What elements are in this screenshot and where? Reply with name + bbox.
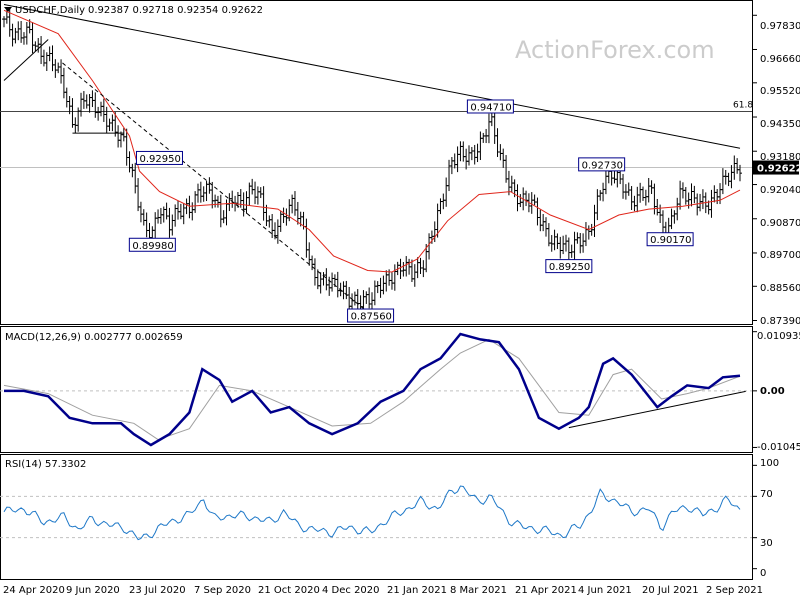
price-tick-label: 0.90870	[760, 218, 800, 229]
trendline	[3, 39, 49, 81]
macd-signal-line	[3, 338, 741, 441]
price-annotation-label: 0.89980	[132, 241, 173, 252]
collapse-arrow-icon	[4, 7, 12, 12]
dashed-trendline	[62, 62, 371, 315]
price-tick-label: 0.89700	[760, 250, 800, 261]
ohlc-label: 0.92387 0.92718 0.92354 0.92622	[88, 5, 263, 16]
price-annotation-label: 0.92950	[139, 154, 180, 165]
macd-trendline	[568, 390, 746, 429]
rsi-tick-label: 0	[760, 568, 766, 579]
date-label: 23 Jul 2020	[129, 585, 186, 596]
date-label: 20 Jul 2021	[642, 585, 699, 596]
rsi-tick-label: 100	[760, 458, 779, 469]
fib-label: 61.8	[733, 100, 753, 110]
date-axis: 24 Apr 2020 9 Jun 2020 23 Jul 2020 7 Sep…	[3, 585, 763, 596]
plot-layer: 61.8 0.92950 0.89980 0.87560 0.94710 0.89250 0…	[0, 3, 800, 570]
macd-tick-label: -0.010459	[757, 442, 800, 453]
price-tick-label: 0.87390	[760, 316, 800, 327]
price-tick-label: 0.92040	[760, 185, 800, 196]
symbol-label: USDCHF,Daily	[15, 5, 85, 16]
price-tick-label: 0.95520	[760, 86, 800, 97]
macd-tick-label: 0.010935	[757, 331, 800, 342]
price-annotation-box	[128, 237, 176, 252]
current-price-box	[753, 160, 799, 175]
price-annotation-box	[466, 99, 514, 114]
macd-panel-frame	[0, 326, 753, 453]
watermark: ActionForex.com	[515, 36, 715, 64]
price-annotation-box	[646, 232, 694, 247]
price-tick-label: 0.96660	[760, 54, 800, 65]
macd-tick-label: 0.00	[760, 386, 785, 397]
price-annotation-box	[347, 308, 395, 323]
trendline	[3, 3, 741, 149]
date-label: 9 Jun 2020	[66, 585, 120, 596]
rsi-tick-label: 70	[760, 489, 773, 500]
price-annotation-label: 0.90170	[650, 235, 691, 246]
price-header: USDCHF,Daily 0.92387 0.92718 0.92354 0.9…	[4, 5, 263, 16]
price-annotation-box	[545, 259, 593, 274]
sma-line	[3, 9, 741, 273]
date-label: 7 Sep 2020	[194, 585, 251, 596]
price-annotation-label: 0.92730	[582, 160, 623, 171]
rsi-title: RSI(14) 57.3302	[5, 459, 86, 470]
rsi-tick-label: 30	[760, 538, 773, 549]
price-panel-frame	[0, 0, 753, 325]
macd-title: MACD(12,26,9) 0.002777 0.002659	[5, 332, 183, 343]
price-tick-label: 0.94350	[760, 119, 800, 130]
rsi-panel-frame	[0, 454, 753, 580]
price-annotation-box	[578, 157, 626, 172]
date-label: 21 Apr 2021	[515, 585, 577, 596]
rsi-line	[3, 485, 741, 541]
date-label: 21 Oct 2020	[258, 585, 320, 596]
price-tick-label: 0.88560	[760, 283, 800, 294]
date-label: 4 Jun 2021	[578, 585, 632, 596]
date-label: 8 Mar 2021	[450, 585, 507, 596]
date-label: 24 Apr 2020	[3, 585, 65, 596]
price-tick-label: 0.93180	[760, 152, 800, 163]
date-label: 2 Sep 2021	[706, 585, 763, 596]
current-price-label: 0.92622	[757, 164, 800, 175]
date-label: 4 Dec 2020	[322, 585, 380, 596]
price-axis: 0.97830 0.96660 0.95520 0.94350 0.93180 …	[760, 21, 800, 327]
date-label: 21 Jan 2021	[387, 585, 447, 596]
price-annotation-label: 0.89250	[549, 262, 590, 273]
price-tick-label: 0.97830	[760, 21, 800, 32]
price-annotation-label: 0.94710	[470, 102, 511, 113]
price-annotation-label: 0.87560	[351, 312, 392, 323]
macd-line	[4, 332, 741, 447]
price-annotation-box	[135, 150, 183, 165]
